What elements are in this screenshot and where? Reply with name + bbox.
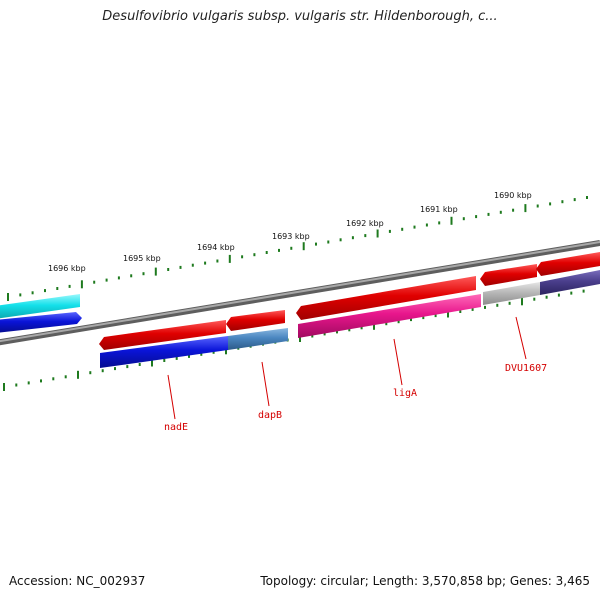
feature-red-ligA-upper[interactable] [296, 276, 476, 320]
feature-steelblue-dapB[interactable] [228, 328, 288, 350]
map-title: Desulfovibrio vulgaris subsp. vulgaris s… [102, 9, 498, 24]
kbp-label-1691: 1691 kbp [420, 205, 458, 214]
gene-label-nadE[interactable]: nadE [164, 422, 188, 433]
gene-label-dapB[interactable]: dapB [258, 410, 282, 421]
feature-red-nadE-upper[interactable] [99, 320, 226, 350]
feature-red-DVU1607-upper[interactable] [480, 264, 537, 286]
kbp-label-1690: 1690 kbp [494, 191, 532, 200]
outer-tick-ruler [7, 196, 588, 301]
kbp-label-1695: 1695 kbp [123, 254, 161, 263]
gene-label-DVU1607[interactable]: DVU1607 [505, 363, 547, 374]
kbp-label-1692: 1692 kbp [346, 219, 384, 228]
outer-strand-features [0, 294, 82, 333]
feature-gray-DVU1607[interactable] [483, 282, 540, 305]
kbp-label-1696: 1696 kbp [48, 264, 86, 273]
feature-blue-nadE[interactable] [100, 336, 228, 368]
feature-red-right-upper[interactable] [536, 252, 600, 276]
inner-tick-ruler [3, 289, 585, 391]
feature-blue-arrow[interactable] [0, 312, 82, 333]
genome-summary-text: Topology: circular; Length: 3,570,858 bp… [260, 574, 590, 588]
accession-text: Accession: NC_002937 [9, 574, 146, 588]
feature-magenta-ligA[interactable] [298, 294, 481, 338]
gene-leader-lines [167, 316, 527, 420]
feature-cyan-arrow[interactable] [0, 294, 80, 319]
kbp-label-1693: 1693 kbp [272, 232, 310, 241]
gene-label-ligA[interactable]: ligA [393, 388, 417, 399]
feature-red-dapB-upper[interactable] [226, 310, 285, 331]
feature-navy-right[interactable] [540, 270, 600, 295]
inner-strand-features [99, 252, 600, 368]
kbp-label-1694: 1694 kbp [197, 243, 235, 252]
chromosome-backbone [0, 240, 600, 346]
